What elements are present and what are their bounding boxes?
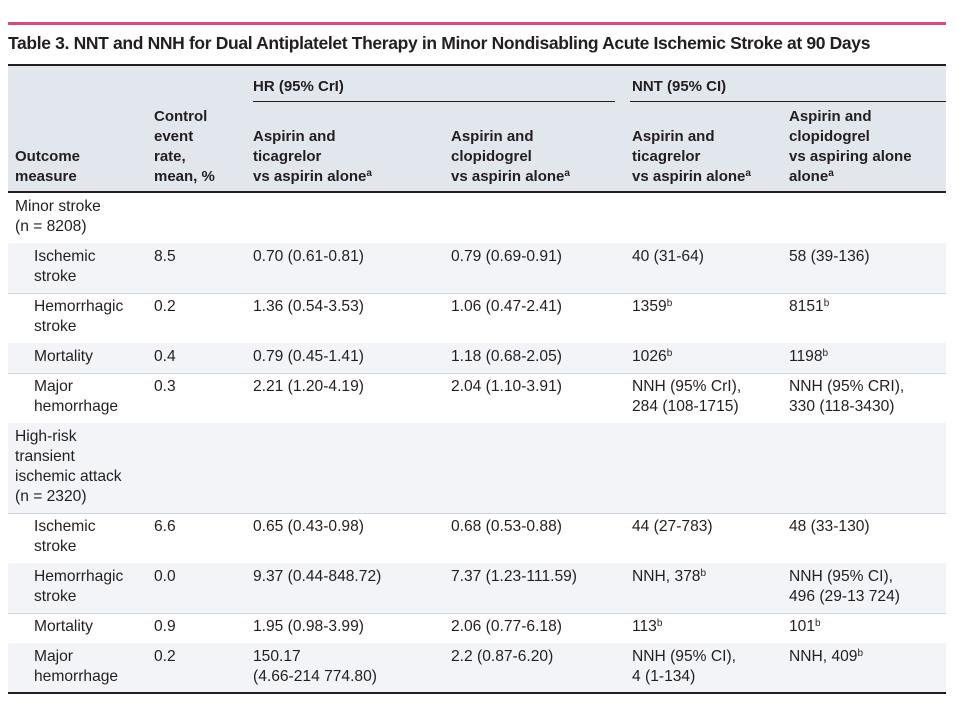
hr-ticagrelor-cell: 1.36 (0.54-3.53) — [253, 298, 364, 315]
outcome-cell: stroke — [34, 318, 77, 335]
outcome-cell: Mortality — [34, 348, 93, 365]
nnt-clopidogrel-cell: NNH, 409b — [789, 648, 864, 665]
nnt-ticagrelor-cell: NNH (95% CrI), — [632, 378, 742, 395]
control-rate-cell: 0.2 — [154, 648, 176, 665]
hr-group-rule — [253, 101, 615, 102]
table-row — [8, 343, 946, 373]
nnt-clopidogrel-cell: 58 (39-136) — [789, 248, 870, 265]
outcome-cell: Major — [34, 378, 73, 395]
title-accent-rule — [8, 22, 946, 25]
row-divider — [8, 373, 946, 374]
hr-ticagrelor-cell: 0.79 (0.45-1.41) — [253, 348, 364, 365]
control-rate-cell: 0.9 — [154, 618, 176, 635]
control-rate-cell: 8.5 — [154, 248, 176, 265]
outcome-cell: Mortality — [34, 618, 93, 635]
row-divider — [8, 293, 946, 294]
outcome-cell: stroke — [34, 588, 77, 605]
outcome-cell: Major — [34, 648, 73, 665]
section-label: (n = 8208) — [15, 218, 87, 235]
section-label: Minor stroke — [15, 198, 101, 215]
nnt-clopidogrel-cell: 330 (118-3430) — [789, 398, 895, 415]
section-label: (n = 2320) — [15, 488, 87, 505]
row-divider — [8, 513, 946, 514]
nnt-ticagrelor-cell: 44 (27-783) — [632, 518, 713, 535]
outcome-cell: hemorrhage — [34, 398, 119, 415]
table-row — [8, 643, 946, 693]
hr-clopidogrel-cell: 0.79 (0.69-0.91) — [451, 248, 562, 265]
table-bottom-rule — [8, 692, 946, 694]
hr-ticagrelor-cell: 150.17 — [253, 648, 301, 665]
hr-ticagrelor-cell: 9.37 (0.44-848.72) — [253, 568, 382, 585]
nnt-ticagrelor-cell: NNH, 378b — [632, 568, 707, 585]
nnt-clopidogrel-cell: 496 (29-13 724) — [789, 588, 900, 605]
hr-ticagrelor-cell: (4.66-214 774.80) — [253, 668, 377, 685]
section-header-row — [8, 423, 946, 513]
control-rate-cell: 0.4 — [154, 348, 176, 365]
outcome-cell: Ischemic — [34, 248, 96, 265]
nnt-ticagrelor-cell: 284 (108-1715) — [632, 398, 739, 415]
nnt-clopidogrel-cell: 48 (33-130) — [789, 518, 870, 535]
nnt-clopidogrel-cell: NNH (95% CRI), — [789, 378, 905, 395]
hr-ticagrelor-cell: 0.65 (0.43-0.98) — [253, 518, 364, 535]
header-bottom-rule — [8, 191, 946, 193]
control-rate-cell: 0.0 — [154, 568, 176, 585]
hr-ticagrelor-cell: 2.21 (1.20-4.19) — [253, 378, 364, 395]
nnt-group-header: NNT (95% CI) — [632, 78, 727, 95]
nnt-clopidogrel-cell: 101b — [789, 618, 821, 635]
section-label: transient — [15, 448, 75, 465]
control-rate-cell: 0.3 — [154, 378, 176, 395]
table-title: Table 3. NNT and NNH for Dual Antiplatel… — [8, 33, 871, 53]
outcome-cell: Hemorrhagic — [34, 298, 124, 315]
table-row — [8, 243, 946, 293]
outcome-cell: stroke — [34, 268, 77, 285]
control-rate-cell: 0.2 — [154, 298, 176, 315]
nnt-ticagrelor-cell: NNH (95% CI), — [632, 648, 736, 665]
hr-clopidogrel-cell: 2.06 (0.77-6.18) — [451, 618, 562, 635]
section-label: ischemic attack — [15, 468, 122, 485]
nnt-ticagrelor-cell: 40 (31-64) — [632, 248, 704, 265]
nnt-ticagrelor-cell: 1359b — [632, 298, 673, 315]
hr-group-header: HR (95% CrI) — [253, 78, 344, 95]
outcome-cell: Ischemic — [34, 518, 96, 535]
nnt-ticagrelor-cell: 113b — [632, 618, 663, 635]
table-top-rule — [8, 64, 946, 66]
results-table: HR (95% CrI) NNT (95% CI) Outcome measur… — [8, 64, 946, 694]
hr-clopidogrel-cell: 0.68 (0.53-0.88) — [451, 518, 562, 535]
row-divider — [8, 613, 946, 614]
hr-clopidogrel-cell: 2.2 (0.87-6.20) — [451, 648, 554, 665]
nnt-group-rule — [630, 101, 946, 102]
nnt-clopidogrel-cell: NNH (95% CI), — [789, 568, 893, 585]
table-header-background — [8, 64, 946, 192]
hr-clopidogrel-cell: 7.37 (1.23-111.59) — [451, 568, 577, 585]
table-row — [8, 563, 946, 613]
outcome-cell: stroke — [34, 538, 77, 555]
nnt-clopidogrel-cell: 8151b — [789, 298, 830, 315]
nnt-clopidogrel-cell: 1198b — [789, 348, 829, 365]
nnt-ticagrelor-cell: 1026b — [632, 348, 673, 365]
outcome-cell: Hemorrhagic — [34, 568, 124, 585]
hr-clopidogrel-cell: 1.18 (0.68-2.05) — [451, 348, 562, 365]
outcome-cell: hemorrhage — [34, 668, 119, 685]
nnt-ticagrelor-cell: 4 (1-134) — [632, 668, 696, 685]
hr-clopidogrel-cell: 2.04 (1.10-3.91) — [451, 378, 562, 395]
section-label: High-risk — [15, 428, 77, 445]
hr-clopidogrel-cell: 1.06 (0.47-2.41) — [451, 298, 562, 315]
hr-ticagrelor-cell: 0.70 (0.61-0.81) — [253, 248, 364, 265]
hr-ticagrelor-cell: 1.95 (0.98-3.99) — [253, 618, 364, 635]
control-rate-cell: 6.6 — [154, 518, 176, 535]
section-header-row — [8, 193, 946, 243]
